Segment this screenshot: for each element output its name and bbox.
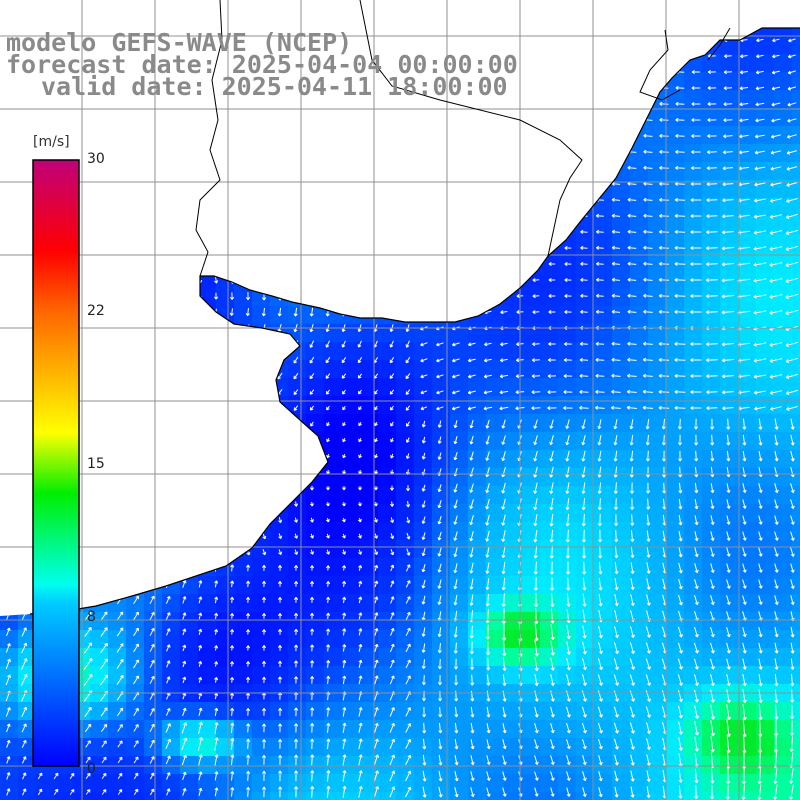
colorbar-tick-15: 15 xyxy=(87,456,105,472)
colorbar-tick-22: 22 xyxy=(87,303,105,319)
colorbar-tick-0: 0 xyxy=(87,761,96,777)
title-valid-date: valid date: 2025-04-11 18:00:00 xyxy=(41,72,508,101)
colorbar xyxy=(32,159,80,767)
colorbar-unit: [m/s] xyxy=(33,134,70,150)
colorbar-tick-30: 30 xyxy=(87,151,105,167)
coastline xyxy=(29,0,800,615)
title-model: modelo GEFS-WAVE (NCEP) xyxy=(6,28,353,57)
colorbar-tick-8: 8 xyxy=(87,609,96,625)
title-forecast-date: forecast date: 2025-04-04 00:00:00 xyxy=(6,50,518,79)
